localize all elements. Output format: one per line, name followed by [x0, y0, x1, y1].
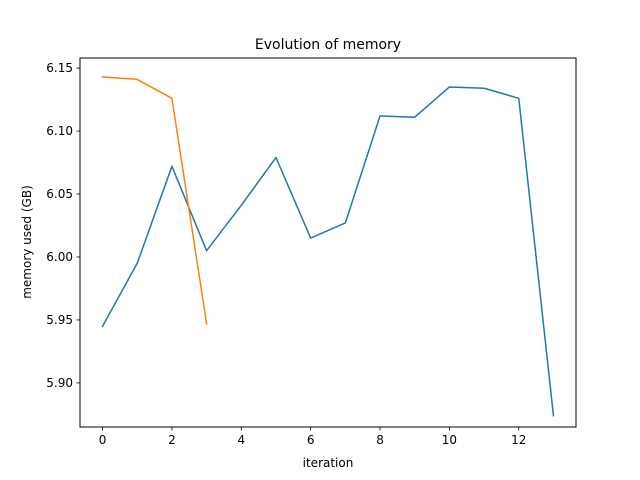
- x-tick-label: 12: [511, 433, 526, 447]
- x-tick-label: 6: [307, 433, 315, 447]
- series-line-2: [101, 76, 208, 325]
- x-tick-label: 4: [237, 433, 245, 447]
- x-axis-ticks: 0 2 4 6 8 10 12: [99, 427, 526, 447]
- y-tick-label: 6.00: [46, 250, 73, 264]
- x-tick-label: 2: [168, 433, 176, 447]
- x-tick-label: 0: [99, 433, 107, 447]
- x-axis-label: iteration: [303, 456, 354, 470]
- series-line-1: [101, 86, 555, 417]
- series-layer: [101, 76, 555, 417]
- x-tick-label: 10: [442, 433, 457, 447]
- x-tick-label: 8: [376, 433, 384, 447]
- y-tick-label: 6.10: [46, 124, 73, 138]
- y-tick-label: 6.15: [46, 61, 73, 75]
- y-axis-ticks: 5.90 5.95 6.00 6.05 6.10 6.15: [46, 61, 80, 390]
- chart-title: Evolution of memory: [255, 37, 401, 53]
- y-tick-label: 5.95: [46, 313, 73, 327]
- y-tick-label: 6.05: [46, 187, 73, 201]
- y-axis-label: memory used (GB): [20, 185, 34, 299]
- plot-frame: [79, 57, 577, 428]
- y-tick-label: 5.90: [46, 376, 73, 390]
